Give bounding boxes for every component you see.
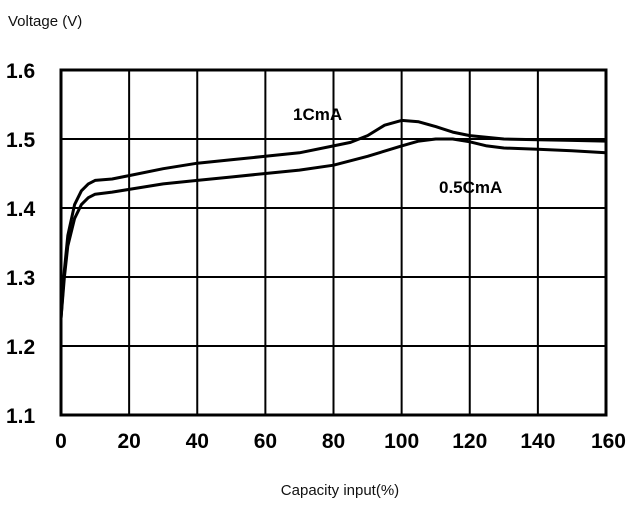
x-tick-label: 140 bbox=[520, 430, 555, 453]
y-tick-labels: 1.1 1.2 1.3 1.4 1.5 1.6 bbox=[6, 60, 36, 428]
y-tick-label: 1.1 bbox=[6, 405, 36, 428]
series-line-0-5cma bbox=[59, 137, 608, 320]
x-axis-title: Capacity input(%) bbox=[281, 482, 399, 499]
x-tick-labels: 0 20 40 60 80 100 120 140 160 bbox=[55, 430, 626, 453]
grid bbox=[61, 70, 606, 415]
series-line-1cma bbox=[59, 118, 608, 320]
series-label-0-5cma: 0.5CmA bbox=[439, 178, 502, 197]
y-tick-label: 1.3 bbox=[6, 267, 35, 290]
x-tick-label: 80 bbox=[322, 430, 345, 453]
y-tick-label: 1.6 bbox=[6, 60, 35, 83]
x-tick-label: 20 bbox=[117, 430, 140, 453]
y-tick-label: 1.2 bbox=[6, 336, 35, 359]
y-tick-label: 1.5 bbox=[6, 129, 36, 152]
y-tick-label: 1.4 bbox=[6, 198, 36, 221]
x-tick-label: 120 bbox=[452, 430, 487, 453]
x-tick-label: 100 bbox=[384, 430, 419, 453]
series-label-1cma: 1CmA bbox=[293, 105, 342, 124]
x-tick-label: 40 bbox=[186, 430, 209, 453]
y-axis-title: Voltage (V) bbox=[8, 13, 82, 30]
x-tick-label: 160 bbox=[591, 430, 626, 453]
x-tick-label: 0 bbox=[55, 430, 67, 453]
series-lines bbox=[59, 118, 608, 320]
x-tick-label: 60 bbox=[254, 430, 277, 453]
plot-frame bbox=[59, 68, 608, 417]
